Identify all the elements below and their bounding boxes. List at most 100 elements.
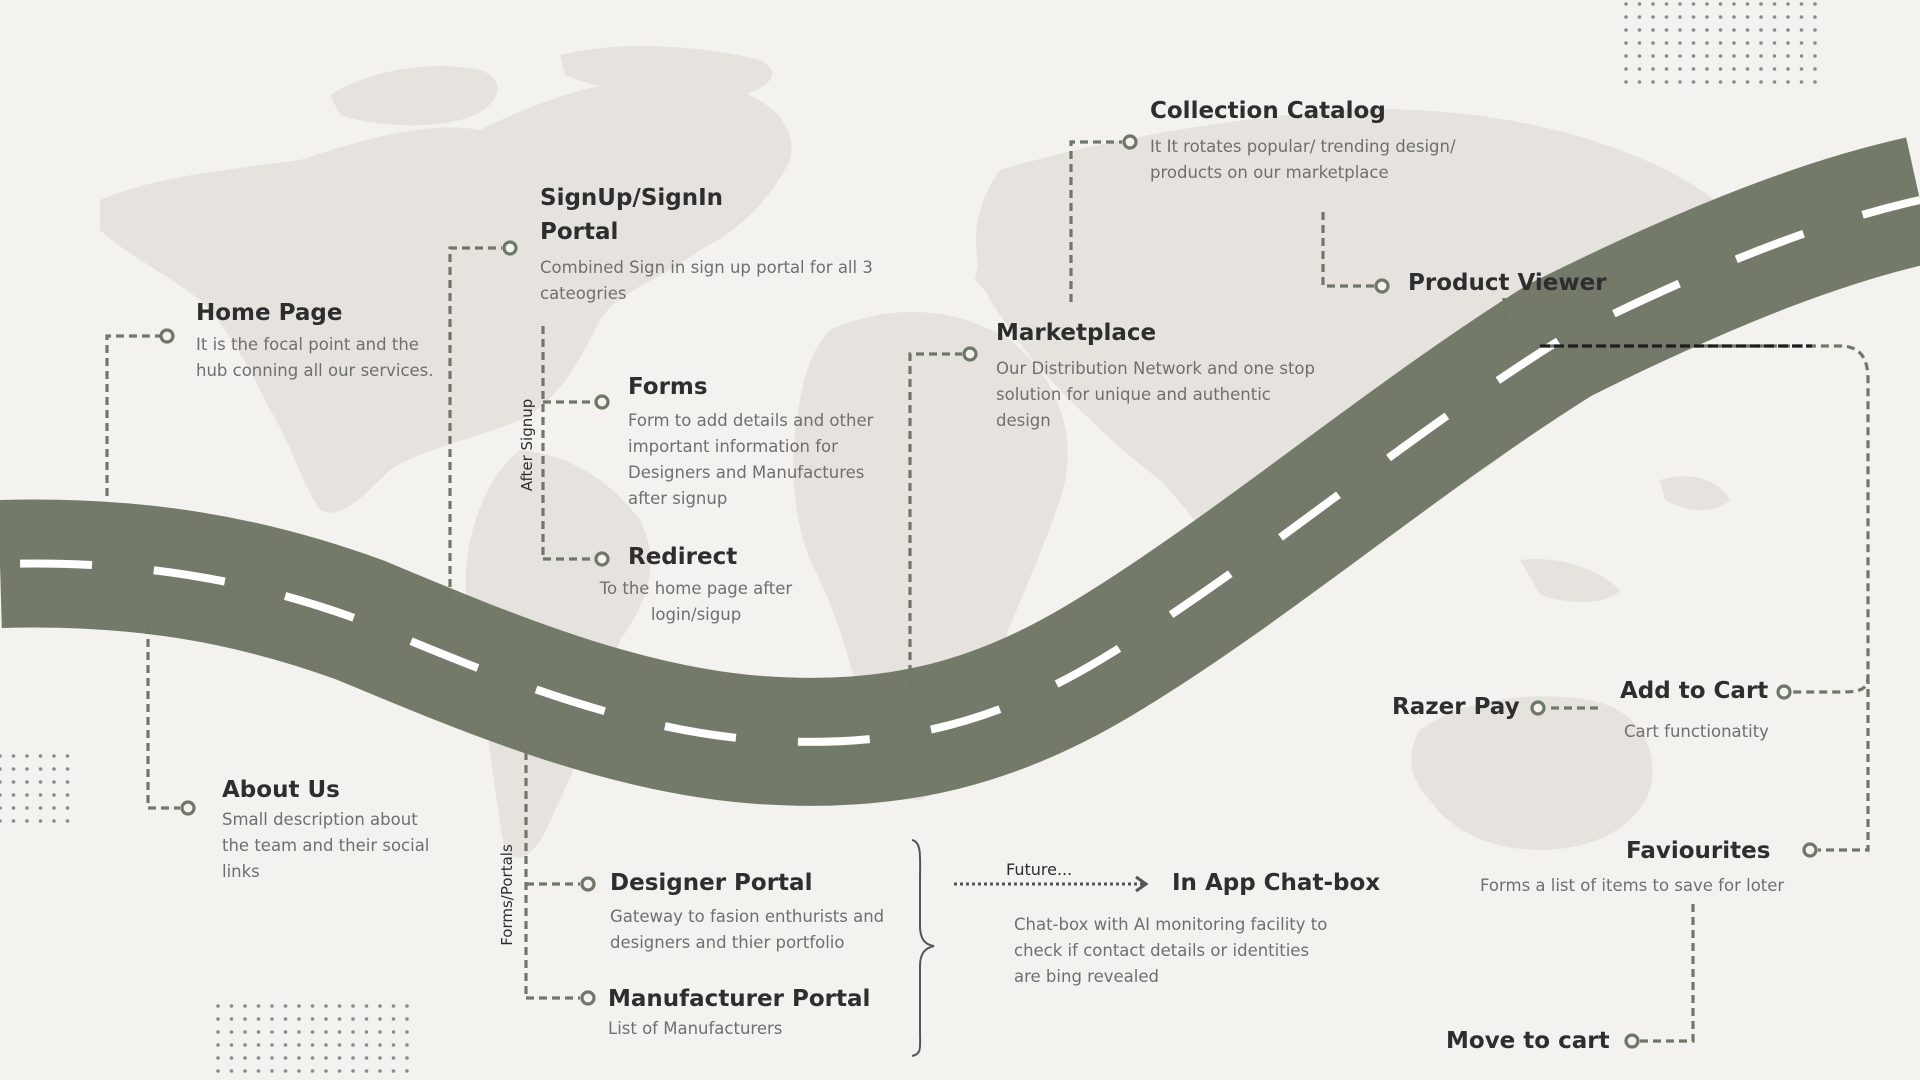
decorative-dot	[243, 1030, 247, 1034]
add-to-cart-node: Add to Cart	[1620, 674, 1768, 708]
collection-catalog-title: Collection Catalog	[1150, 98, 1386, 124]
decorative-dot	[283, 1069, 288, 1073]
decorative-dot	[405, 1004, 409, 1008]
decorative-dot	[1624, 15, 1628, 19]
designer-portal-node: Designer Portal Gateway to fasion enthur…	[610, 866, 910, 956]
decorative-dot	[324, 1004, 328, 1008]
decorative-dot	[1651, 67, 1655, 71]
decorative-dot	[38, 793, 43, 797]
decorative-dot	[256, 1030, 261, 1034]
decorative-dot	[1678, 80, 1682, 84]
decorative-dot	[1799, 54, 1804, 58]
decorative-dot	[324, 1030, 328, 1034]
decorative-dot	[1732, 15, 1736, 19]
decorative-dot	[1732, 54, 1736, 58]
decorative-dot	[65, 793, 70, 797]
decorative-dot	[270, 1056, 274, 1060]
home-page-title: Home Page	[196, 300, 343, 326]
decorative-dot	[364, 1056, 369, 1060]
move-to-cart-title: Move to cart	[1446, 1028, 1610, 1054]
decorative-dot	[229, 1069, 234, 1073]
decorative-dot	[11, 806, 16, 810]
decorative-dot	[351, 1030, 355, 1034]
decorative-dot	[1637, 15, 1642, 19]
decorative-dot	[364, 1069, 369, 1073]
forms-portals-label: Forms/Portals	[498, 844, 516, 946]
redirect-node: Redirect	[628, 540, 828, 574]
forms-title: Forms	[628, 374, 708, 400]
manufacturer-portal-desc: List of Manufacturers	[608, 1019, 783, 1038]
decorative-dot	[351, 1004, 355, 1008]
decorative-dot	[65, 780, 70, 784]
decorative-dot	[1813, 54, 1817, 58]
decorative-dot	[229, 1030, 234, 1034]
decorative-dot	[1691, 2, 1696, 6]
decorative-dot	[0, 806, 2, 810]
after-signup-label: After Signup	[518, 398, 536, 492]
decorative-dot	[351, 1017, 355, 1021]
decorative-dot	[1745, 2, 1750, 6]
decorative-dot	[1772, 41, 1777, 45]
decorative-dot	[283, 1017, 288, 1021]
decorative-dot	[1705, 41, 1709, 45]
decorative-dot	[52, 767, 56, 771]
decorative-dot	[216, 1004, 220, 1008]
decorative-dot	[1799, 28, 1804, 32]
decorative-dot	[1772, 54, 1777, 58]
decorative-dot	[1732, 28, 1736, 32]
decorative-dot	[310, 1017, 315, 1021]
decorative-dot	[1786, 41, 1790, 45]
product-viewer-node: Product Viewer	[1408, 266, 1607, 300]
decorative-dot	[1813, 2, 1817, 6]
decorative-dot	[0, 780, 2, 784]
redirect-desc: To the home page after login/sigup	[599, 579, 793, 624]
decorative-dot	[1691, 15, 1696, 19]
in-app-chatbox-node: In App Chat-box	[1172, 866, 1532, 900]
decorative-dot	[52, 819, 56, 823]
decorative-dot	[297, 1017, 301, 1021]
home-page-node: Home Page It is the focal point and the …	[196, 296, 436, 384]
decorative-dot	[1637, 2, 1642, 6]
decorative-dot	[1745, 67, 1750, 71]
decorative-dot	[38, 806, 43, 810]
decorative-dot	[283, 1030, 288, 1034]
decorative-dot	[1718, 54, 1723, 58]
decorative-dot	[1718, 41, 1723, 45]
decorative-dot	[391, 1056, 396, 1060]
decorative-dot	[1705, 54, 1709, 58]
decorative-dot	[11, 780, 16, 784]
decorative-dot	[0, 819, 2, 823]
in-app-chatbox-title: In App Chat-box	[1172, 870, 1381, 896]
connectors	[105, 134, 1870, 1057]
decorative-dot	[405, 1056, 409, 1060]
decorative-dot	[216, 1017, 220, 1021]
decorative-dot	[1624, 28, 1628, 32]
decorative-dot	[1772, 67, 1777, 71]
decorative-dot	[337, 1056, 342, 1060]
decorative-dot	[1651, 41, 1655, 45]
faviourites-node: Faviourites	[1626, 834, 1770, 868]
decorative-dot	[1691, 80, 1696, 84]
decorative-dot	[1718, 80, 1723, 84]
decorative-dot	[1759, 54, 1763, 58]
decorative-dot	[1759, 41, 1763, 45]
faviourites-title: Faviourites	[1626, 838, 1771, 864]
road	[0, 137, 1920, 806]
decorative-dot	[1799, 80, 1804, 84]
decorative-dot	[1759, 28, 1763, 32]
decorative-dot	[1772, 2, 1777, 6]
decorative-dot	[229, 1004, 234, 1008]
marketplace-title: Marketplace	[996, 320, 1157, 346]
decorative-dot	[216, 1030, 220, 1034]
decorative-dot	[25, 819, 29, 823]
decorative-dot	[1759, 67, 1763, 71]
decorative-dot	[337, 1004, 342, 1008]
decorative-dot	[1759, 2, 1763, 6]
decorative-dot	[1705, 67, 1709, 71]
decorative-dot	[229, 1017, 234, 1021]
decorative-dot	[1786, 54, 1790, 58]
decorative-dot	[1745, 54, 1750, 58]
decorative-dot	[378, 1056, 382, 1060]
decorative-dot	[297, 1043, 301, 1047]
decorative-dot	[1651, 2, 1655, 6]
